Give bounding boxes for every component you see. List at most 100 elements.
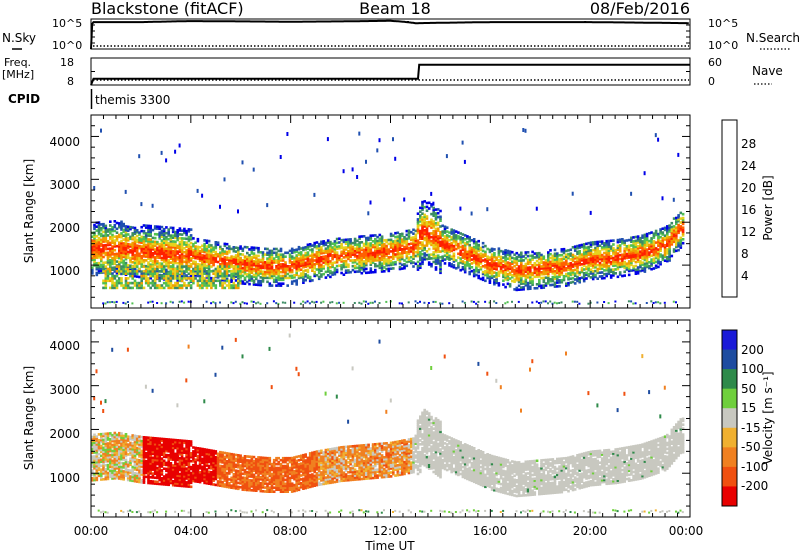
power-cell <box>311 265 314 269</box>
power-cell <box>565 249 568 253</box>
power-cell <box>439 236 442 240</box>
power-cell <box>661 239 665 242</box>
power-cell <box>106 251 110 255</box>
power-cell <box>153 240 157 244</box>
power-cell <box>106 267 110 271</box>
power-cell <box>234 265 238 268</box>
power-cell <box>589 251 593 254</box>
power-cell <box>97 242 101 246</box>
power-cell <box>520 253 523 257</box>
power-cell <box>432 220 435 223</box>
power-cell <box>650 254 653 257</box>
power-cell <box>511 279 514 283</box>
velocity-cell <box>95 369 98 374</box>
power-cell <box>470 258 474 261</box>
power-cell <box>668 243 671 247</box>
power-cell <box>140 277 143 280</box>
power-cell <box>192 252 195 256</box>
power-cell <box>118 267 121 271</box>
power-cell <box>308 248 312 252</box>
power-cell <box>502 260 505 263</box>
power-cell <box>600 267 604 270</box>
power-cell <box>306 245 310 249</box>
power-cell <box>149 272 152 275</box>
power-cell <box>239 274 242 278</box>
power-cell <box>398 240 402 244</box>
power-cell <box>311 259 314 263</box>
velocity-cell <box>93 445 96 448</box>
power-cell <box>659 239 662 243</box>
power-cell <box>666 227 669 230</box>
power-cell <box>122 301 125 304</box>
power-cell <box>221 263 224 266</box>
power-cell <box>239 262 242 266</box>
power-cell <box>259 281 263 285</box>
power-cell <box>547 251 550 254</box>
power-cell <box>174 234 177 238</box>
power-cell <box>124 279 128 283</box>
power-cell <box>329 246 332 250</box>
velocity-cell <box>95 451 99 454</box>
velocity-cell <box>100 474 103 477</box>
power-cell <box>540 273 543 276</box>
power-cell <box>457 252 460 256</box>
power-cell <box>540 253 543 257</box>
velocity-cell <box>100 436 103 440</box>
power-cell <box>621 240 624 243</box>
power-cell <box>663 244 667 247</box>
power-cell <box>347 271 350 274</box>
power-cell <box>160 150 163 155</box>
power-cell <box>479 262 483 265</box>
power-cell <box>131 234 134 237</box>
power-cell <box>270 267 274 270</box>
power-cell <box>268 267 272 270</box>
power-cell <box>567 266 570 269</box>
power-cell <box>115 281 119 285</box>
power-cell <box>445 253 449 256</box>
power-cell <box>506 269 510 272</box>
power-cell <box>434 243 438 246</box>
power-cell <box>371 301 374 304</box>
power-cell <box>657 259 660 263</box>
power-cell <box>472 247 476 251</box>
power-cell <box>513 261 516 264</box>
velocity-cell <box>109 469 112 473</box>
power-cell <box>198 267 202 271</box>
power-cell <box>205 260 209 264</box>
power-cell <box>475 267 478 271</box>
power-cell <box>589 258 593 262</box>
power-cell <box>416 241 420 244</box>
power-cell <box>201 248 204 251</box>
power-cell <box>389 263 393 267</box>
power-cell <box>257 283 260 287</box>
power-cell <box>178 262 182 265</box>
power-cell <box>454 259 458 262</box>
power-cell <box>430 239 433 243</box>
power-cell <box>421 204 424 208</box>
power-cell <box>104 224 108 228</box>
power-cell <box>459 239 462 243</box>
power-cell <box>643 254 647 258</box>
nsky-series <box>90 19 689 50</box>
power-cell <box>100 250 103 253</box>
power-cell <box>153 258 157 261</box>
power-cell <box>423 221 426 224</box>
power-cell <box>571 271 575 274</box>
power-cell <box>504 258 507 262</box>
power-cell <box>663 255 667 259</box>
power-cell <box>380 248 384 252</box>
power-cell <box>259 302 262 305</box>
power-cell <box>362 264 366 267</box>
power-cell <box>607 272 611 276</box>
power-cell <box>508 267 512 271</box>
power-cell <box>315 268 319 271</box>
power-cell <box>255 271 258 275</box>
power-cell <box>614 262 617 265</box>
power-cell <box>144 236 148 239</box>
power-cell <box>196 270 200 274</box>
power-cell <box>641 242 644 245</box>
power-cell <box>288 276 292 280</box>
power-cell <box>165 260 168 264</box>
power-cell <box>315 241 319 244</box>
power-cell <box>142 241 146 245</box>
